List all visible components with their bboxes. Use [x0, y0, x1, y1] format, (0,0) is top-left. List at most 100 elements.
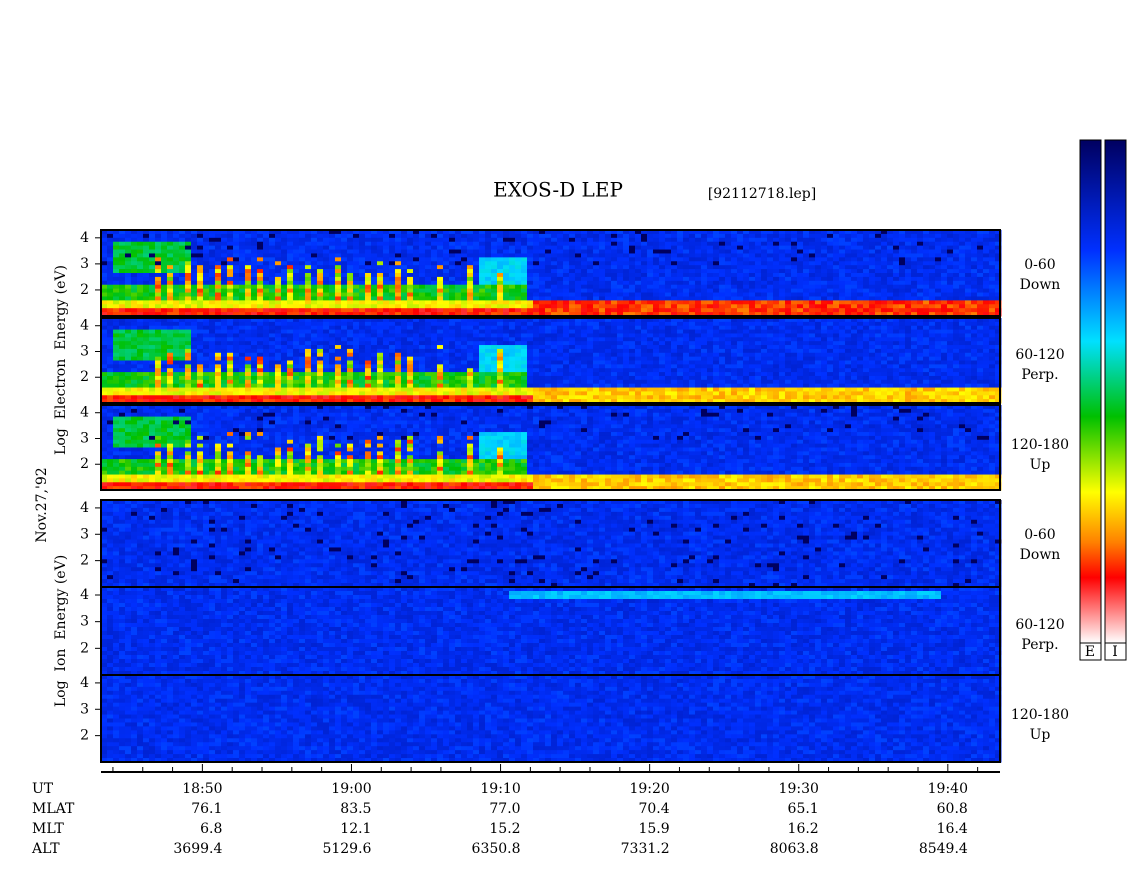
spectrogram-cell [461, 329, 468, 334]
spectrogram-cell [533, 273, 540, 278]
spectrogram-cell [233, 341, 240, 346]
spectrogram-cell [893, 249, 900, 254]
spectrogram-cell [245, 387, 252, 392]
spectrogram-cell [401, 292, 408, 297]
spectrogram-cell [509, 318, 516, 323]
spectrogram-cell [719, 300, 726, 305]
spectrogram-cell [197, 337, 204, 342]
spectrogram-cell [131, 273, 138, 278]
spectrogram-cell [347, 312, 354, 317]
spectrogram-cell [701, 288, 708, 294]
spectrogram-cell [323, 395, 330, 400]
spectrogram-cell [467, 352, 474, 358]
spectrogram-cell [119, 308, 126, 313]
spectrogram-cell [329, 273, 336, 278]
spectrogram-cell [437, 329, 444, 334]
spectrogram-cell [269, 312, 276, 317]
spectrogram-cell [497, 241, 504, 247]
spectrogram-cell [977, 237, 984, 243]
spectrogram-cell [857, 273, 864, 278]
spectrogram-cell [203, 233, 210, 239]
spectrogram-cell [137, 261, 144, 266]
spectrogram-cell [785, 245, 792, 251]
spectrogram-cell [779, 241, 786, 247]
spectrogram-cell [485, 352, 492, 358]
spectrogram-cell [911, 284, 918, 290]
spectrogram-cell [971, 241, 978, 247]
spectrogram-cell [521, 245, 528, 251]
spectrogram-cell [539, 387, 546, 392]
spectrogram-cell [503, 308, 510, 313]
spectrogram-cell [563, 284, 570, 290]
spectrogram-cell [719, 308, 726, 313]
spectrogram-cell [245, 284, 252, 290]
spectrogram-cell [701, 296, 708, 301]
spectrogram-cell [305, 318, 312, 323]
spectrogram-cell [827, 292, 834, 297]
spectrogram-cell [713, 237, 720, 243]
spectrogram-cell [779, 288, 786, 294]
spectrogram-cell [239, 395, 246, 400]
spectrogram-cell [281, 308, 288, 313]
spectrogram-cell [395, 261, 402, 266]
colorbar-box [1104, 642, 1127, 661]
spectrogram-cell [191, 387, 198, 392]
spectrogram-cell [389, 245, 396, 251]
spectrogram-cell [185, 395, 192, 400]
spectrogram-cell [479, 372, 486, 377]
spectrogram-cell [419, 288, 426, 294]
spectrogram-cell [365, 269, 372, 274]
spectrogram-cell [767, 257, 774, 262]
spectrogram-cell [341, 379, 348, 385]
spectrogram-cell [479, 329, 486, 334]
spectrogram-cell [371, 245, 378, 251]
spectrogram-cell [833, 312, 840, 317]
spectrogram-cell [227, 345, 234, 350]
spectrogram-cell [827, 249, 834, 254]
spectrogram-cell [617, 292, 624, 297]
spectrogram-cell [377, 230, 384, 235]
spectrogram-cell [137, 300, 144, 305]
spectrogram-cell [323, 280, 330, 286]
spectrogram-cell [851, 241, 858, 247]
spectrogram-cell [617, 257, 624, 262]
spectrogram-cell [461, 360, 468, 365]
spectrogram-cell [113, 387, 120, 392]
spectrogram-cell [365, 265, 372, 270]
spectrogram-cell [251, 364, 258, 369]
spectrogram-cell [635, 304, 642, 309]
spectrogram-cell [503, 341, 510, 346]
spectrogram-cell [425, 329, 432, 334]
spectrogram-cell [845, 304, 852, 309]
spectrogram-cell [851, 312, 858, 317]
spectrogram-cell [311, 372, 318, 377]
spectrogram-cell [299, 395, 306, 400]
spectrogram-cell [707, 304, 714, 309]
spectrogram-cell [377, 296, 384, 301]
spectrogram-cell [449, 352, 456, 358]
spectrogram-cell [413, 253, 420, 258]
spectrogram-cell [269, 383, 276, 389]
spectrogram-cell [143, 372, 150, 377]
spectrogram-cell [467, 261, 474, 266]
spectrogram-cell [521, 312, 528, 317]
spectrogram-cell [641, 245, 648, 251]
spectrogram-cell [515, 391, 522, 396]
spectrogram-cell [287, 360, 294, 365]
spectrogram-cell [299, 276, 306, 282]
spectrogram-cell [101, 284, 108, 290]
spectrogram-cell [359, 337, 366, 342]
spectrogram-cell [131, 345, 138, 350]
spectrogram-cell [179, 312, 186, 317]
spectrogram-cell [815, 237, 822, 243]
spectrogram-cell [623, 241, 630, 247]
spectrogram-cell [473, 368, 480, 373]
spectrogram-cell [317, 387, 324, 392]
spectrogram-cell [227, 383, 234, 389]
spectrogram-cell [197, 345, 204, 350]
spectrogram-cell [623, 284, 630, 290]
spectrogram [101, 230, 1002, 317]
spectrogram-cell [971, 261, 978, 266]
spectrogram-cell [407, 308, 414, 313]
spectrogram-cell [443, 292, 450, 297]
